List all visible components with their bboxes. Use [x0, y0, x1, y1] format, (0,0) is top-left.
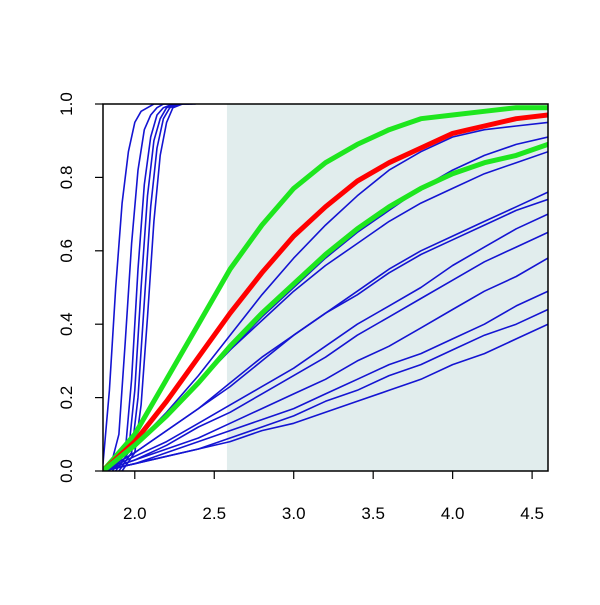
y-tick-label: 0.8	[57, 166, 76, 190]
series-line-17-blue	[103, 323, 548, 471]
y-tick-label: 0.2	[57, 386, 76, 410]
series-line-19-red	[103, 112, 548, 471]
y-tick-label: 0.4	[57, 312, 76, 336]
axis-layer: 2.0 2.5 3.0 3.5 4.0 4.5 0.0 0.2 0.4 0.6 0.8 1.0	[57, 92, 549, 523]
x-tick-label: 3.0	[282, 504, 306, 523]
x-tick-label: 4.5	[520, 504, 544, 523]
series-line-4-blue	[114, 104, 190, 471]
x-tick-label: 3.5	[361, 504, 385, 523]
y-tick-label: 0.0	[57, 459, 76, 483]
x-tick-label: 2.5	[202, 504, 226, 523]
series-line-5-blue	[118, 104, 193, 471]
x-tick-label: 2.0	[123, 504, 147, 523]
series-line-8-blue	[103, 191, 548, 471]
series-line-13-blue	[103, 231, 548, 471]
x-tick-label: 4.0	[441, 504, 465, 523]
series-line-14-blue	[103, 257, 548, 471]
series-line-11-blue	[103, 121, 548, 471]
series-line-12-blue	[103, 213, 548, 471]
series-line-2-blue	[108, 104, 184, 471]
series-line-20-green	[103, 141, 548, 471]
y-tick-label: 0.6	[57, 239, 76, 263]
series-line-3-blue	[111, 104, 184, 471]
series-line-15-blue	[103, 290, 548, 471]
series-line-1-blue	[103, 104, 184, 465]
plot-frame	[102, 103, 549, 472]
series-layer	[103, 104, 548, 471]
series-line-18-green	[103, 105, 548, 471]
y-tick-label: 1.0	[57, 92, 76, 116]
